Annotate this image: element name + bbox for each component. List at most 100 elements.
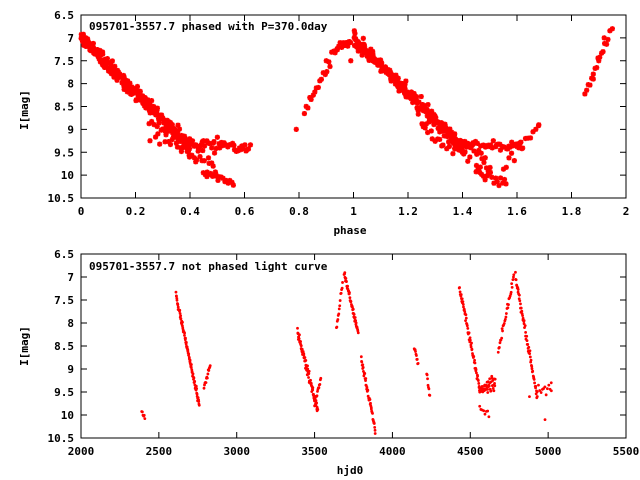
data-point: [448, 132, 454, 138]
data-point: [146, 121, 152, 127]
data-point: [493, 382, 496, 385]
data-point: [371, 411, 374, 415]
data-point: [457, 137, 463, 144]
x-tick-label: 4500: [457, 445, 484, 458]
data-point: [86, 40, 92, 46]
data-point: [108, 61, 114, 68]
data-point: [363, 372, 367, 375]
data-point: [201, 158, 207, 164]
data-point: [351, 307, 355, 311]
data-point: [368, 46, 374, 52]
y-tick-label: 9.5: [54, 386, 74, 399]
data-point: [414, 350, 417, 353]
data-point: [545, 387, 549, 391]
data-point: [596, 58, 602, 64]
data-point: [511, 158, 517, 164]
data-point: [459, 293, 463, 296]
data-point: [182, 139, 188, 145]
data-point: [382, 64, 388, 70]
data-point: [532, 377, 536, 381]
data-point: [310, 92, 316, 98]
data-point: [537, 383, 540, 387]
data-point: [497, 147, 504, 153]
data-point: [516, 142, 523, 148]
data-point: [372, 422, 376, 425]
x-tick-label: 2000: [68, 445, 95, 458]
data-point: [496, 350, 500, 354]
data-point: [426, 115, 433, 121]
data-point: [388, 69, 394, 76]
data-point: [494, 179, 500, 185]
data-point: [503, 317, 507, 321]
data-point: [338, 304, 342, 308]
plot-frame: [80, 253, 627, 439]
data-point: [428, 393, 432, 397]
data-point: [188, 358, 192, 362]
x-tick-label: 5500: [613, 445, 640, 458]
data-point: [337, 312, 341, 316]
data-point: [97, 47, 103, 54]
data-point: [486, 409, 490, 413]
data-point: [178, 312, 182, 315]
data-point: [311, 386, 315, 390]
data-point: [112, 63, 118, 69]
data-point: [508, 150, 515, 156]
data-point: [368, 398, 372, 401]
data-point: [447, 126, 453, 132]
data-point: [137, 88, 143, 94]
data-point: [435, 125, 441, 131]
data-point: [605, 36, 611, 43]
data-point: [475, 167, 481, 173]
data-point: [500, 180, 506, 186]
data-point: [149, 118, 155, 125]
data-point: [189, 363, 193, 366]
data-point: [167, 141, 174, 148]
data-point: [175, 122, 181, 128]
data-point: [167, 119, 173, 126]
data-point: [111, 74, 117, 80]
data-point: [466, 326, 470, 330]
data-point: [201, 143, 208, 149]
data-point: [293, 126, 299, 132]
data-point: [525, 334, 529, 338]
data-point: [326, 59, 332, 65]
data-point: [504, 315, 508, 319]
data-point: [354, 319, 358, 323]
data-point: [154, 123, 160, 130]
data-point: [490, 138, 496, 144]
data-point: [500, 336, 504, 340]
unphased-light-curve-panel: 095701-3557.7 not phased light curve hjd…: [18, 248, 639, 477]
data-point: [336, 43, 342, 49]
data-point: [306, 367, 310, 371]
data-point: [510, 285, 514, 289]
data-point: [345, 280, 348, 284]
data-point: [334, 46, 340, 52]
y-tick-label: 8.5: [54, 101, 74, 114]
data-point: [493, 384, 497, 388]
data-point: [169, 128, 175, 134]
data-point: [527, 135, 534, 141]
data-point: [427, 118, 433, 124]
data-point: [521, 316, 525, 320]
data-point: [163, 132, 169, 138]
data-point: [509, 290, 513, 294]
data-point: [217, 145, 223, 151]
y-tick-label: 6.5: [54, 248, 74, 261]
data-point: [547, 383, 551, 387]
data-point: [473, 358, 476, 362]
data-point: [497, 141, 503, 147]
data-point: [488, 377, 492, 381]
data-point: [149, 98, 155, 104]
data-point: [99, 49, 106, 55]
data-point: [220, 175, 226, 181]
data-point: [132, 86, 138, 92]
data-point: [584, 87, 590, 93]
data-point: [462, 149, 468, 155]
data-point: [337, 307, 341, 311]
data-point: [406, 90, 412, 96]
data-point: [227, 177, 233, 184]
data-point: [467, 154, 473, 160]
data-point: [197, 403, 201, 407]
data-point: [324, 69, 330, 75]
data-point: [169, 123, 175, 129]
